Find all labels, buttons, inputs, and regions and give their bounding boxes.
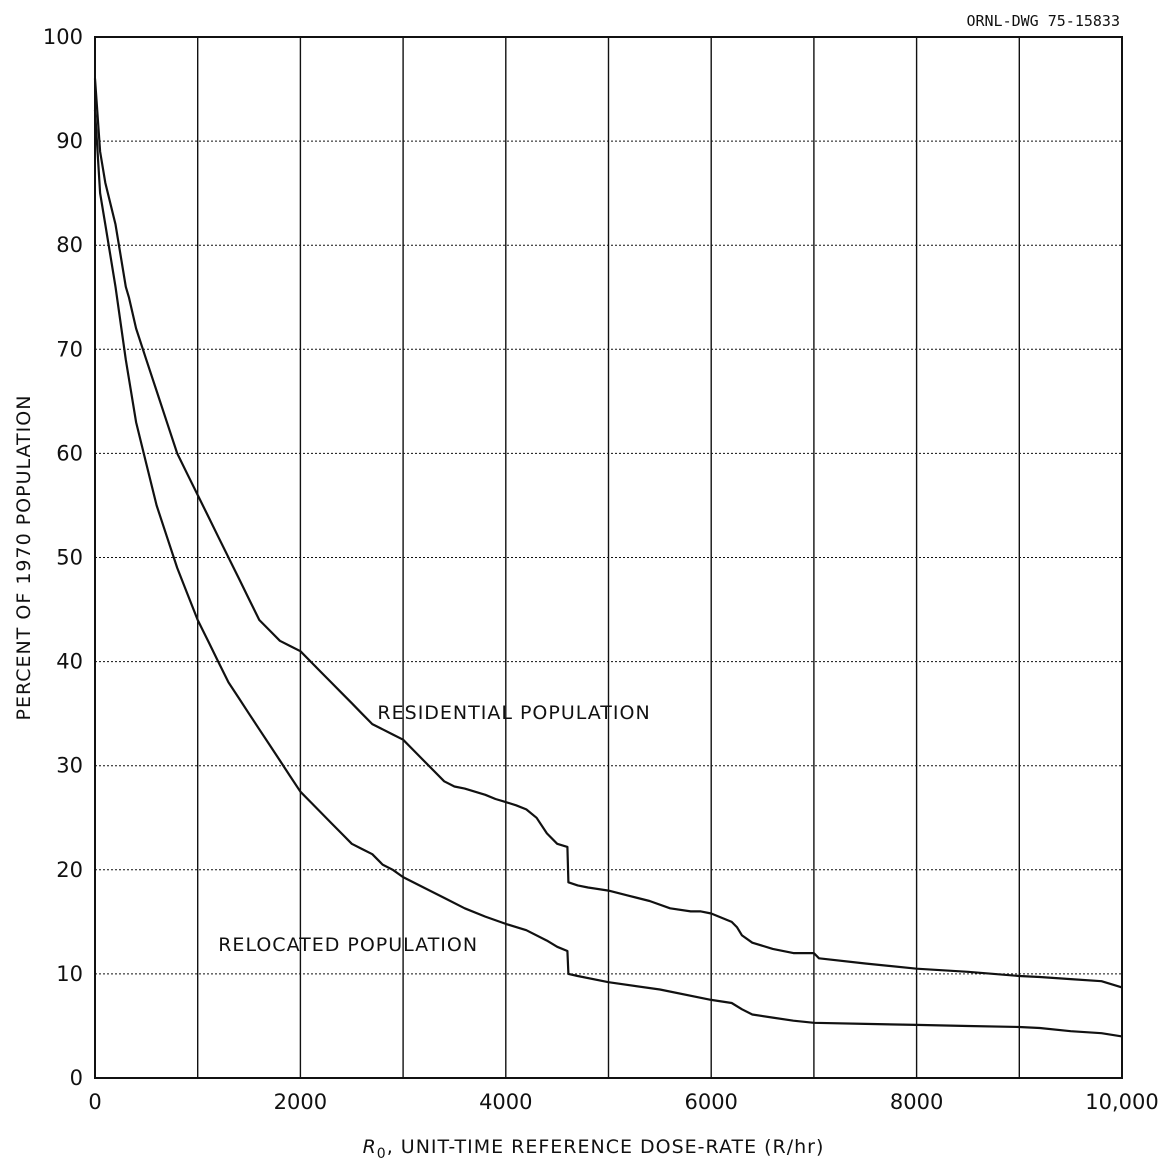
- series-line-1: [93, 109, 1123, 1038]
- x-tick-label-10: 10,000: [1085, 1090, 1158, 1114]
- y-tick-label-9: 90: [56, 129, 83, 153]
- x-axis-label: R0, UNIT-TIME REFERENCE DOSE-RATE (R/hr): [363, 1136, 825, 1162]
- y-tick-label-6: 60: [56, 441, 83, 465]
- series-annotations: RESIDENTIAL POPULATION RELOCATED POPULATI…: [218, 702, 650, 956]
- drawing-number: ORNL-DWG 75-15833: [966, 12, 1120, 30]
- x-tick-label-4: 4000: [479, 1090, 532, 1114]
- x-tick-label-0: 0: [88, 1090, 101, 1114]
- x-axis-label-symbol: R: [363, 1136, 377, 1158]
- x-tick-label-8: 8000: [890, 1090, 943, 1114]
- annotation-label-1: RELOCATED POPULATION: [218, 934, 478, 956]
- plot-frame: [94, 36, 1123, 1079]
- annotation-label-0: RESIDENTIAL POPULATION: [377, 702, 650, 724]
- y-tick-label-8: 80: [56, 233, 83, 257]
- y-tick-label-3: 30: [56, 754, 83, 778]
- y-tick-labels: 0 10 20 30 40 50 60 70 80 90 100: [43, 25, 83, 1090]
- x-axis-label-text: , UNIT-TIME REFERENCE DOSE-RATE (R/hr): [387, 1136, 825, 1158]
- y-tick-label-4: 40: [56, 650, 83, 674]
- y-tick-label-10: 100: [43, 25, 83, 49]
- x-tick-label-2: 2000: [274, 1090, 327, 1114]
- y-tick-label-5: 50: [56, 546, 83, 570]
- y-tick-label-2: 20: [56, 858, 83, 882]
- y-axis-label: PERCENT OF 1970 POPULATION: [13, 395, 35, 721]
- x-tick-label-6: 6000: [684, 1090, 737, 1114]
- grid: [94, 36, 1123, 1079]
- y-tick-label-0: 0: [70, 1066, 83, 1090]
- x-axis-label-subscript: 0: [377, 1146, 387, 1162]
- y-tick-label-7: 70: [56, 337, 83, 361]
- series-line-0: [93, 78, 1123, 989]
- x-tick-labels: 0 2000 4000 6000 8000 10,000: [88, 1090, 1158, 1114]
- y-tick-label-1: 10: [56, 962, 83, 986]
- series-group: [93, 78, 1123, 1038]
